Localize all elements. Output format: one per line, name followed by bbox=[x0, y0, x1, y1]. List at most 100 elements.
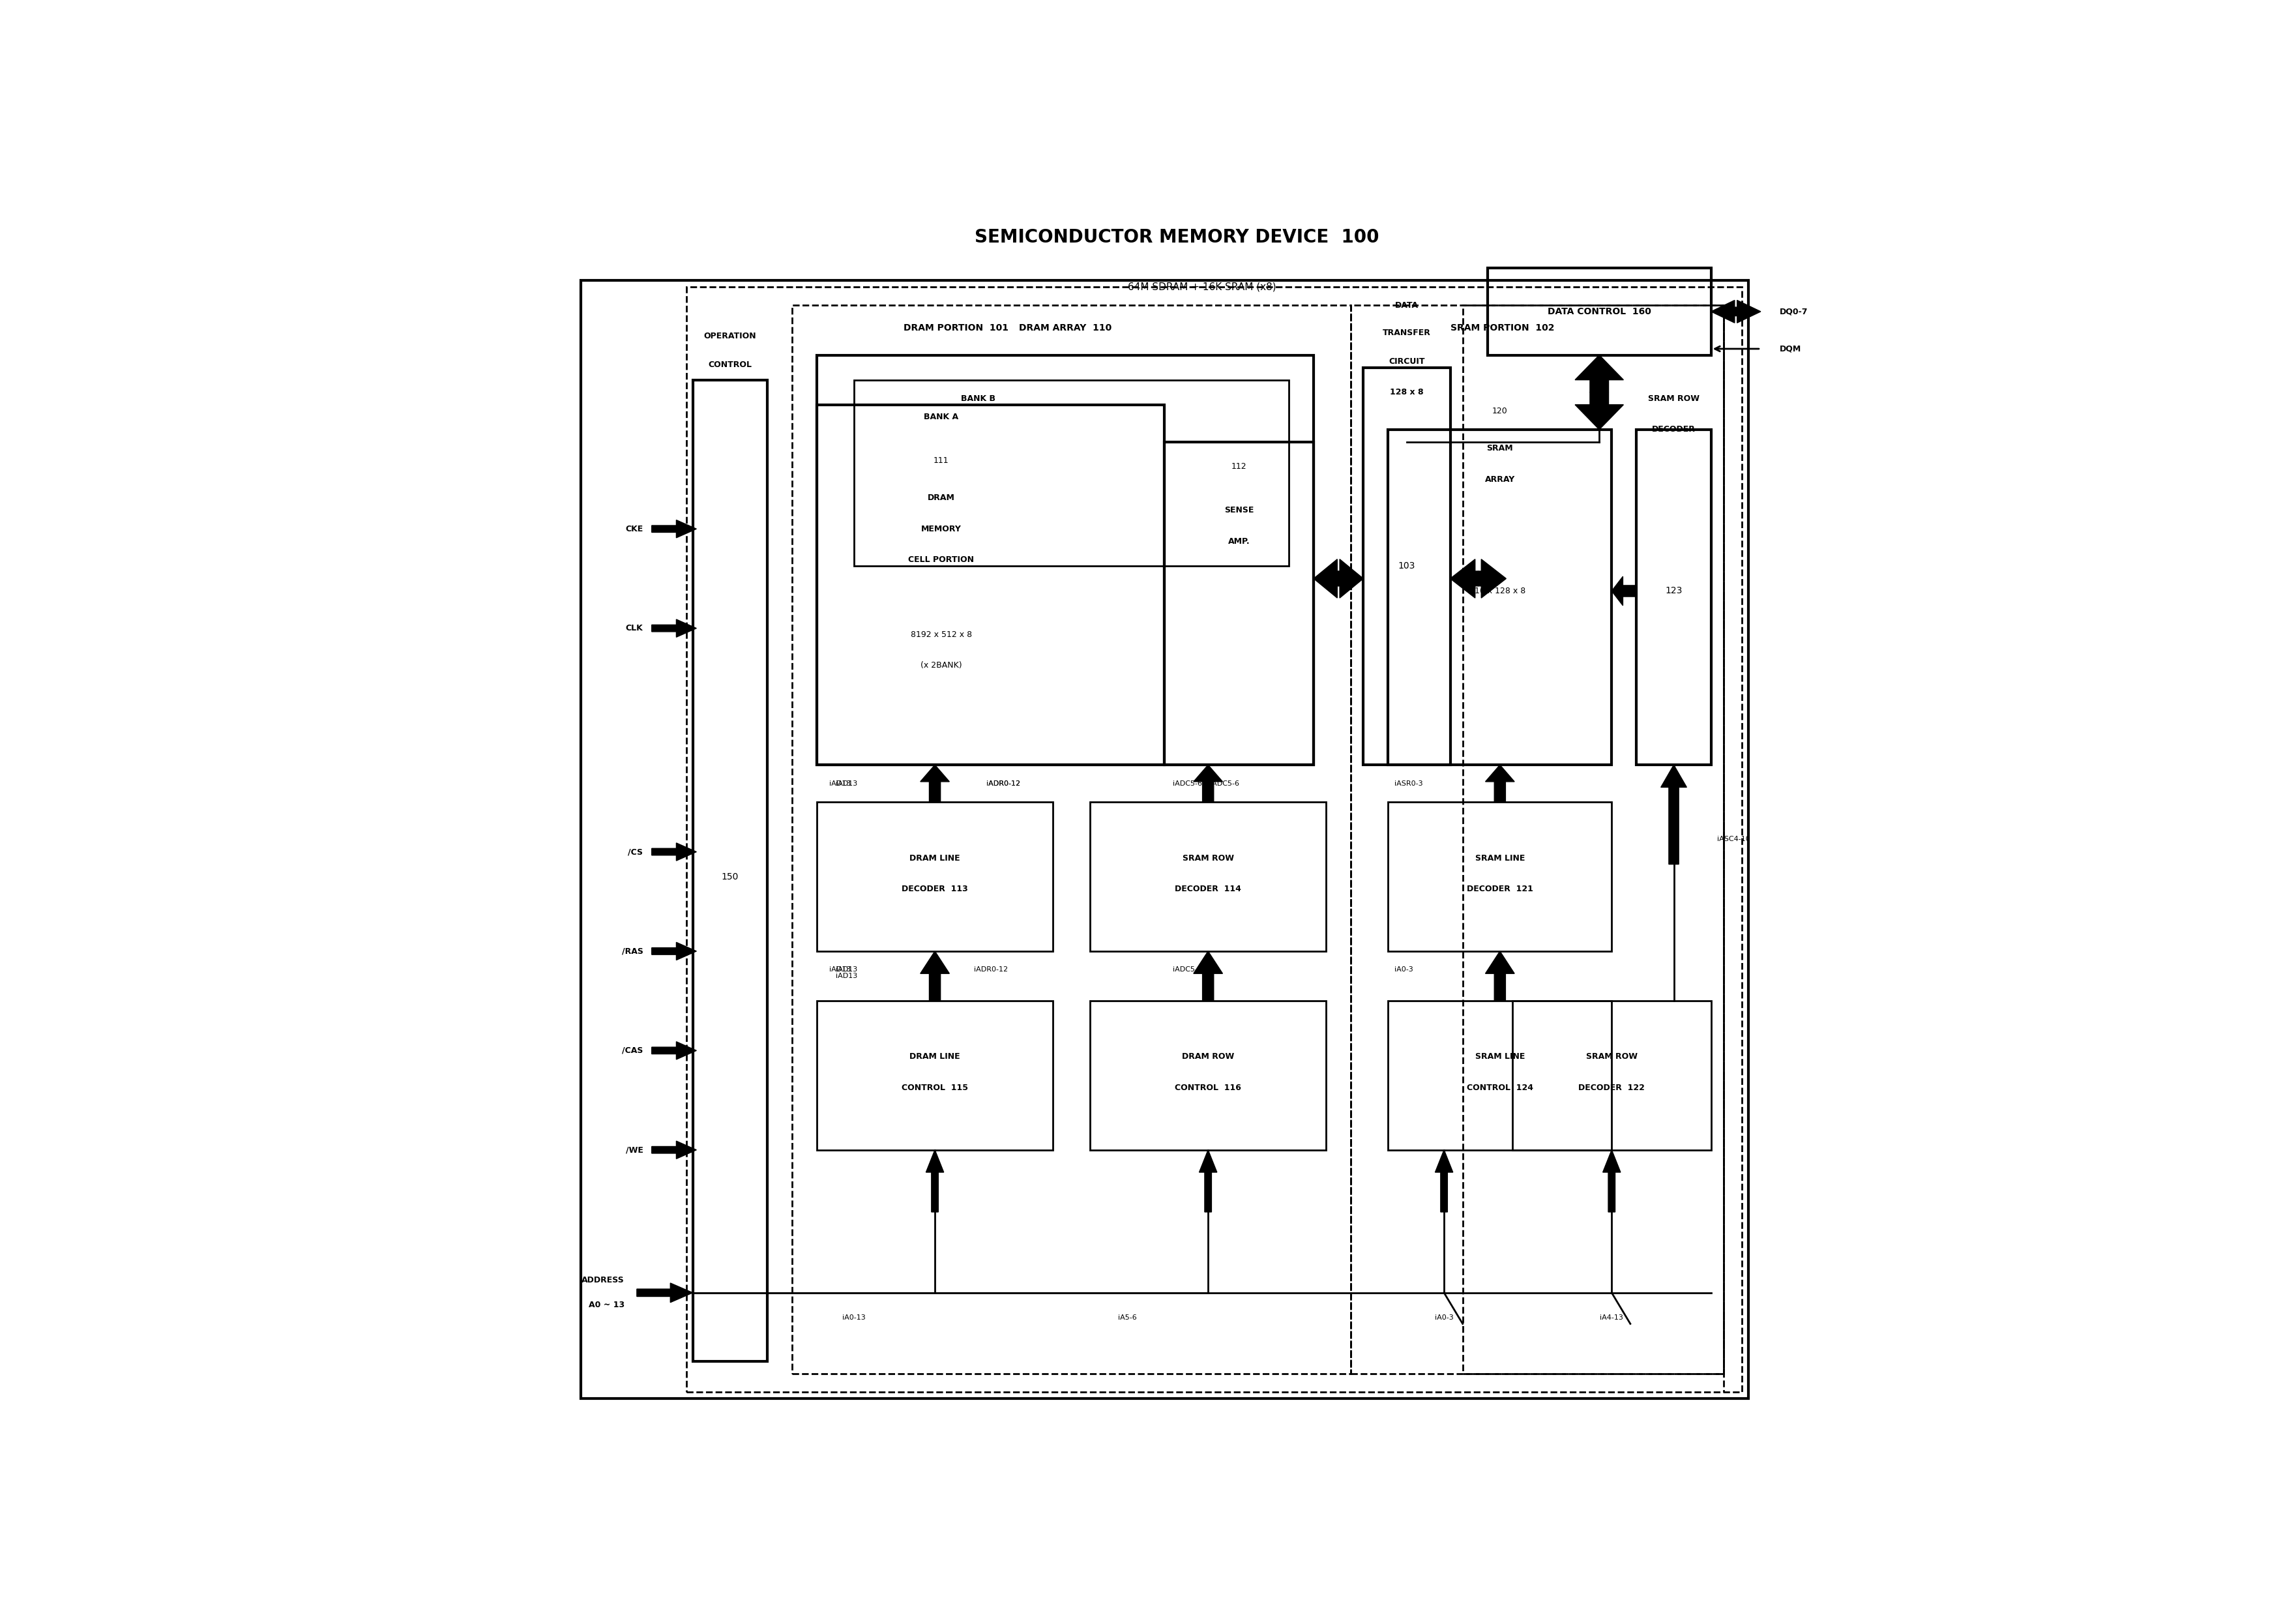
FancyArrow shape bbox=[652, 942, 696, 960]
FancyArrow shape bbox=[921, 765, 948, 802]
Text: DECODER  122: DECODER 122 bbox=[1577, 1084, 1644, 1092]
Text: iA0-3: iA0-3 bbox=[1435, 1315, 1453, 1321]
Text: /CS: /CS bbox=[627, 847, 643, 857]
Bar bbox=[1488, 268, 1711, 355]
FancyArrow shape bbox=[1313, 560, 1339, 598]
FancyArrow shape bbox=[636, 1282, 693, 1302]
FancyArrow shape bbox=[652, 519, 696, 537]
Text: CONTROL: CONTROL bbox=[707, 361, 751, 369]
Text: 112: 112 bbox=[1231, 463, 1247, 471]
FancyArrow shape bbox=[652, 844, 696, 861]
Text: DECODER  121: DECODER 121 bbox=[1467, 886, 1534, 894]
Text: CIRCUIT: CIRCUIT bbox=[1389, 356, 1424, 366]
Bar bbox=[1387, 429, 1612, 765]
Text: iAD13: iAD13 bbox=[829, 966, 852, 973]
FancyArrow shape bbox=[1612, 576, 1637, 605]
Bar bbox=[1511, 1000, 1711, 1150]
Text: DECODER  113: DECODER 113 bbox=[902, 886, 967, 894]
FancyArrow shape bbox=[652, 1140, 696, 1158]
Text: 120: 120 bbox=[1492, 406, 1506, 415]
FancyArrow shape bbox=[1575, 392, 1623, 429]
Bar bbox=[693, 381, 767, 1361]
Text: iASC4-10: iASC4-10 bbox=[1717, 836, 1750, 842]
Text: iA4-13: iA4-13 bbox=[1600, 1315, 1623, 1321]
Text: CONTROL  124: CONTROL 124 bbox=[1467, 1084, 1534, 1092]
FancyArrow shape bbox=[652, 619, 696, 637]
Text: iAD13: iAD13 bbox=[836, 781, 856, 787]
FancyArrow shape bbox=[1486, 952, 1513, 1000]
FancyArrow shape bbox=[1479, 560, 1506, 598]
Text: DATA: DATA bbox=[1394, 302, 1419, 310]
Bar bbox=[1387, 802, 1612, 952]
Text: ADDRESS: ADDRESS bbox=[581, 1276, 625, 1284]
Text: SRAM PORTION  102: SRAM PORTION 102 bbox=[1449, 323, 1554, 332]
FancyArrow shape bbox=[1199, 1150, 1217, 1211]
Text: 8192 x 512 x 8: 8192 x 512 x 8 bbox=[909, 631, 971, 639]
Text: A0 ~ 13: A0 ~ 13 bbox=[588, 1302, 625, 1310]
Text: SRAM ROW: SRAM ROW bbox=[1182, 853, 1233, 863]
Bar bbox=[792, 305, 1350, 1374]
Text: SENSE: SENSE bbox=[1224, 506, 1254, 515]
Text: SRAM ROW: SRAM ROW bbox=[1587, 1053, 1637, 1061]
Bar bbox=[1091, 802, 1325, 952]
Text: /CAS: /CAS bbox=[622, 1047, 643, 1055]
Text: /RAS: /RAS bbox=[622, 947, 643, 955]
Text: iADC5-6: iADC5-6 bbox=[1173, 966, 1201, 973]
FancyArrow shape bbox=[1575, 355, 1623, 392]
Text: CELL PORTION: CELL PORTION bbox=[907, 556, 974, 565]
Bar bbox=[1364, 368, 1449, 765]
FancyArrow shape bbox=[1603, 1150, 1621, 1211]
Text: DRAM PORTION  101: DRAM PORTION 101 bbox=[905, 323, 1008, 332]
Text: 64M SDRAM + 16K SRAM (x8): 64M SDRAM + 16K SRAM (x8) bbox=[1127, 282, 1277, 292]
Text: CONTROL  115: CONTROL 115 bbox=[902, 1084, 969, 1092]
Bar bbox=[1091, 1000, 1325, 1150]
FancyArrow shape bbox=[1339, 560, 1364, 598]
Text: 16 x 128 x 8: 16 x 128 x 8 bbox=[1474, 587, 1525, 595]
Bar bbox=[854, 379, 1288, 566]
Text: DRAM LINE: DRAM LINE bbox=[909, 1053, 960, 1061]
FancyArrow shape bbox=[1435, 1150, 1453, 1211]
Bar bbox=[1350, 305, 1722, 1374]
Bar bbox=[817, 1000, 1052, 1150]
Text: TRANSFER: TRANSFER bbox=[1382, 329, 1430, 337]
Text: DECODER: DECODER bbox=[1651, 426, 1694, 434]
FancyArrow shape bbox=[1194, 765, 1221, 802]
Text: CONTROL  116: CONTROL 116 bbox=[1176, 1084, 1240, 1092]
Text: iA0-3: iA0-3 bbox=[1394, 966, 1412, 973]
Text: SRAM LINE: SRAM LINE bbox=[1474, 853, 1525, 863]
Text: iA0-13: iA0-13 bbox=[843, 1315, 866, 1321]
FancyArrow shape bbox=[925, 1150, 944, 1211]
FancyArrow shape bbox=[1736, 300, 1761, 323]
Text: OPERATION: OPERATION bbox=[703, 332, 755, 340]
Text: (x 2BANK): (x 2BANK) bbox=[921, 661, 962, 669]
Text: SRAM ROW: SRAM ROW bbox=[1649, 394, 1699, 403]
Text: 103: 103 bbox=[1398, 561, 1414, 571]
Text: iAD13: iAD13 bbox=[836, 966, 856, 973]
Text: DQM: DQM bbox=[1779, 345, 1800, 353]
Text: SRAM: SRAM bbox=[1486, 444, 1513, 452]
FancyArrow shape bbox=[1194, 952, 1221, 1000]
Text: SEMICONDUCTOR MEMORY DEVICE  100: SEMICONDUCTOR MEMORY DEVICE 100 bbox=[974, 227, 1380, 247]
Text: iADR0-12: iADR0-12 bbox=[985, 781, 1019, 787]
Text: BANK A: BANK A bbox=[923, 413, 957, 421]
Text: DRAM: DRAM bbox=[928, 494, 955, 502]
Bar bbox=[687, 287, 1743, 1392]
Text: 150: 150 bbox=[721, 873, 739, 881]
Bar bbox=[817, 802, 1052, 952]
Text: DATA CONTROL  160: DATA CONTROL 160 bbox=[1548, 306, 1651, 316]
Text: iADR0-12: iADR0-12 bbox=[985, 781, 1019, 787]
Text: iAD13: iAD13 bbox=[836, 973, 856, 979]
Text: 111: 111 bbox=[932, 456, 948, 465]
Text: MEMORY: MEMORY bbox=[921, 524, 962, 534]
Text: DQ0-7: DQ0-7 bbox=[1779, 308, 1807, 316]
Text: ARRAY: ARRAY bbox=[1486, 474, 1515, 484]
FancyArrow shape bbox=[1711, 300, 1736, 323]
Text: DRAM ROW: DRAM ROW bbox=[1182, 1053, 1233, 1061]
Text: iADC5-6: iADC5-6 bbox=[1173, 781, 1201, 787]
Text: /WE: /WE bbox=[625, 1145, 643, 1155]
Text: DRAM ARRAY  110: DRAM ARRAY 110 bbox=[1019, 323, 1111, 332]
Text: DECODER  114: DECODER 114 bbox=[1176, 886, 1240, 894]
Text: SRAM LINE: SRAM LINE bbox=[1474, 1053, 1525, 1061]
Text: iAD13: iAD13 bbox=[829, 781, 852, 787]
Text: iADR0-12: iADR0-12 bbox=[974, 966, 1008, 973]
